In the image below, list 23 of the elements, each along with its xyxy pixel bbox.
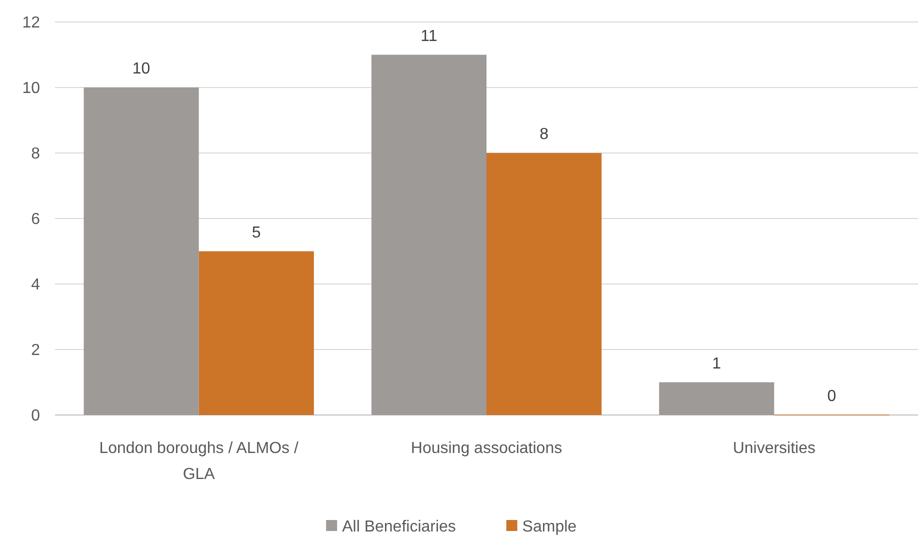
data-label: 0 [827, 388, 836, 405]
data-label: 11 [420, 28, 438, 45]
bar [659, 382, 774, 415]
y-tick-label: 4 [31, 276, 40, 294]
y-tick-label: 12 [22, 14, 40, 32]
y-tick-label: 2 [31, 342, 40, 360]
bar [371, 54, 486, 415]
y-tick-label: 10 [22, 80, 40, 98]
bar [486, 153, 602, 415]
y-tick-label: 0 [31, 408, 40, 425]
data-label: 5 [252, 224, 261, 242]
legend-label: All Beneficiaries [342, 518, 456, 536]
legend-label: Sample [522, 518, 577, 536]
x-tick-label: Housing associations [410, 440, 562, 457]
y-tick-label: 6 [31, 211, 40, 228]
x-tick-label: Universities [732, 440, 816, 457]
data-label: 8 [540, 126, 549, 143]
bar [198, 251, 314, 415]
data-label: 1 [712, 355, 722, 372]
bar [84, 88, 199, 415]
data-label: 10 [132, 60, 150, 78]
y-tick-label: 8 [31, 146, 40, 163]
x-tick-label: London boroughs / ALMOs / GLA [99, 440, 300, 483]
